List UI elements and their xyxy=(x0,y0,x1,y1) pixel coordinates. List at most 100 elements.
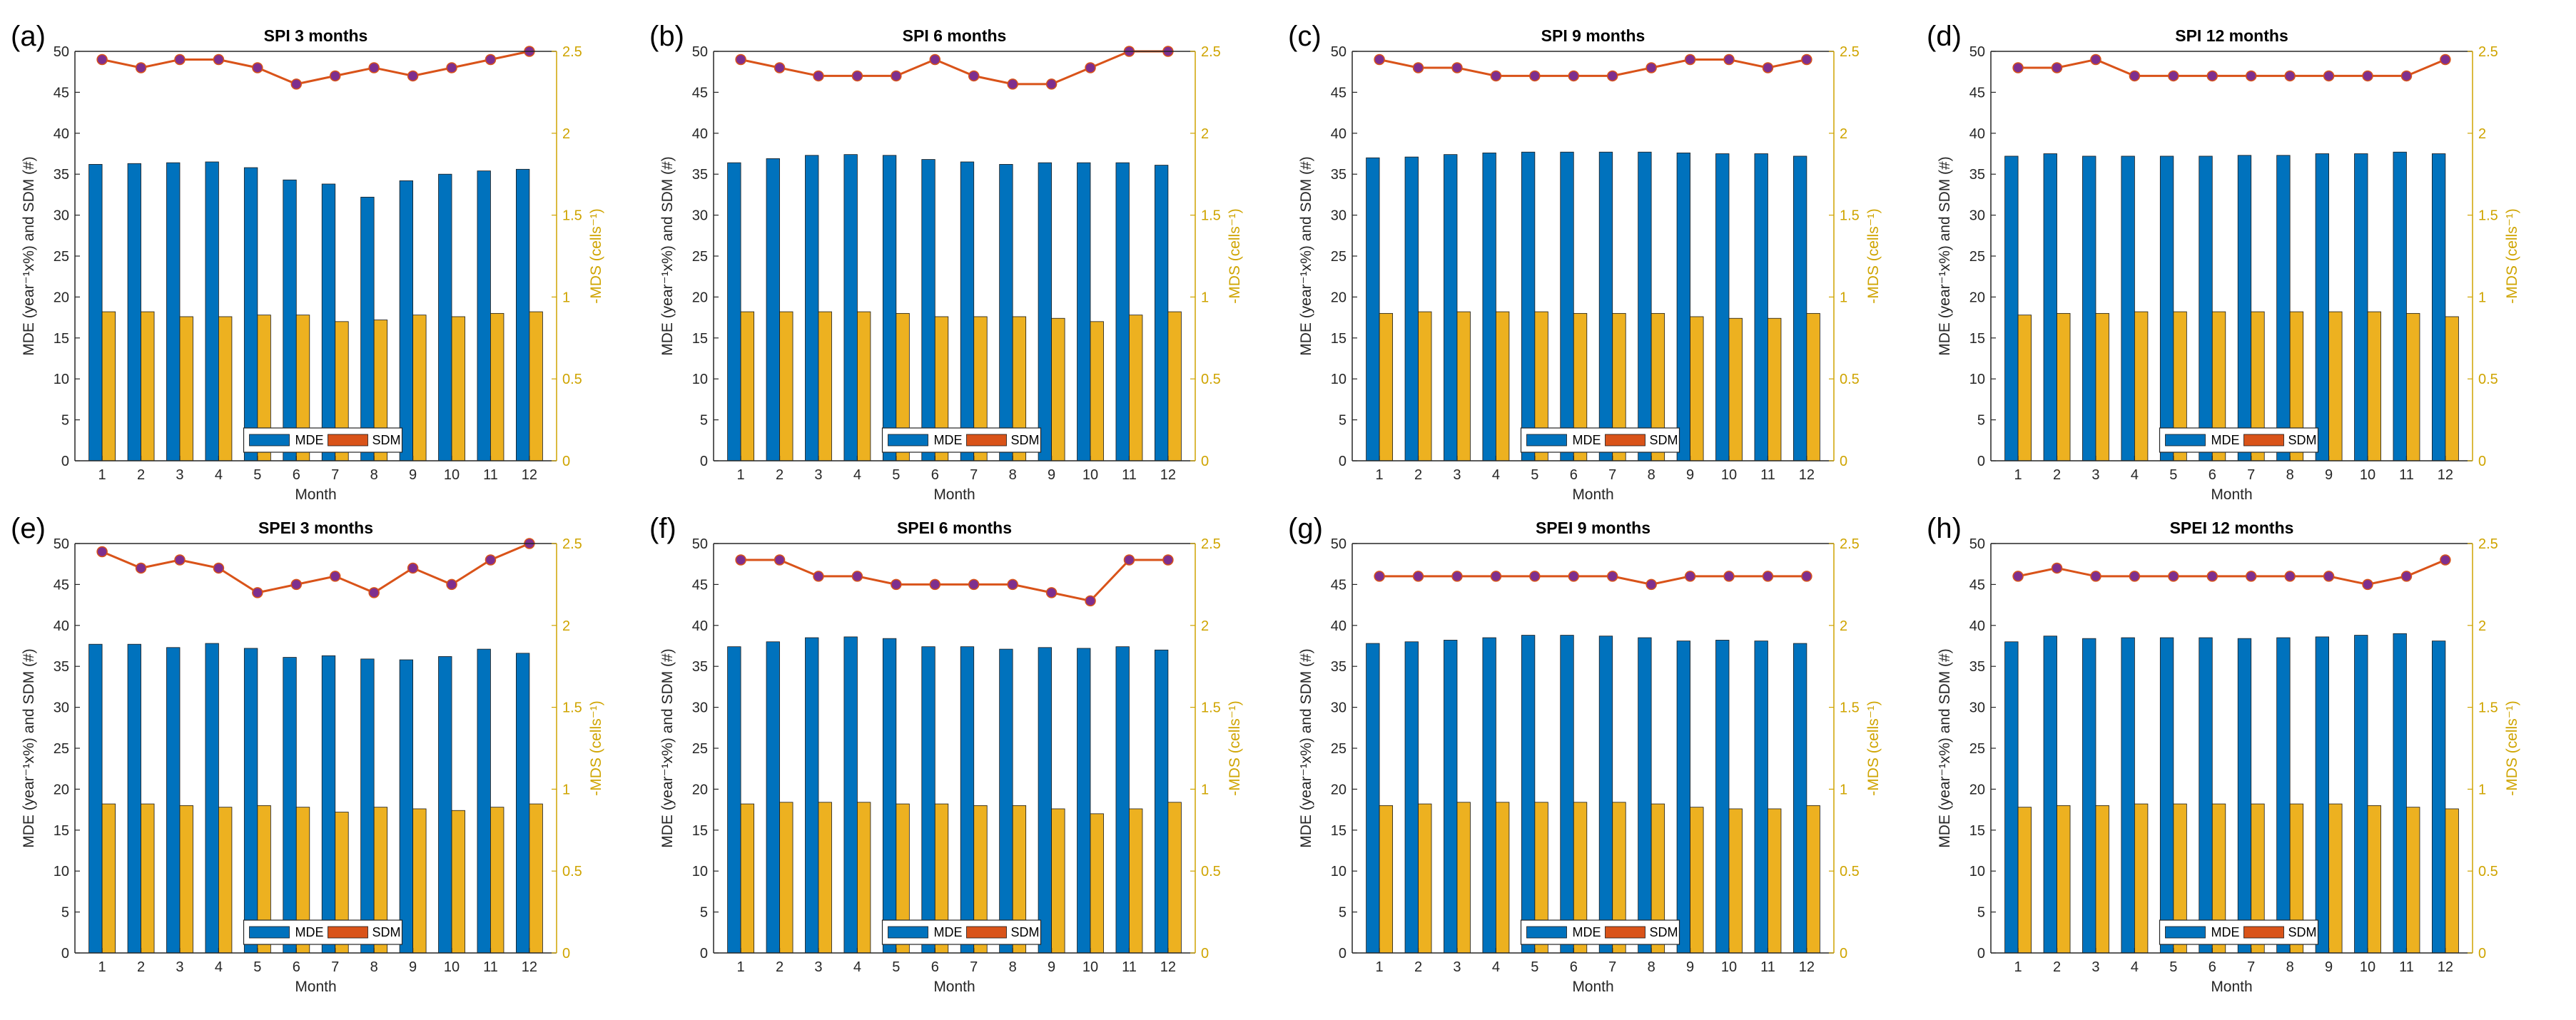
chart-title: SPEI 6 months xyxy=(897,519,1012,537)
mde-bar xyxy=(766,641,780,954)
y-tick-label-right: 1 xyxy=(562,782,570,797)
y-tick-label-left: 15 xyxy=(1331,331,1347,347)
sdm-point xyxy=(1123,554,1135,566)
mde-bar xyxy=(1038,162,1052,461)
sdm-point xyxy=(2206,70,2218,82)
mde-bar xyxy=(805,155,819,461)
y-tick-label-right: 1.5 xyxy=(1201,208,1221,224)
sdm-point xyxy=(929,578,941,591)
sdm-point xyxy=(2206,571,2218,582)
x-tick-label: 10 xyxy=(2360,467,2375,483)
x-tick-label: 4 xyxy=(1492,467,1500,483)
y-tick-label-right: 1 xyxy=(2478,782,2486,797)
y-tick-label-right: 0.5 xyxy=(2478,864,2498,879)
x-tick-label: 8 xyxy=(2286,467,2294,483)
x-tick-label: 7 xyxy=(331,467,339,483)
sdm-point xyxy=(329,70,341,82)
mde-bar xyxy=(2082,638,2096,954)
sdm-point xyxy=(813,70,824,82)
y-tick-label-left: 35 xyxy=(1331,167,1347,183)
y-tick-label-left: 0 xyxy=(1339,454,1347,469)
mde-bar xyxy=(88,643,103,954)
mds-bar xyxy=(179,805,193,954)
x-tick-label: 1 xyxy=(737,467,745,483)
y-tick-label-left: 45 xyxy=(1969,577,1985,593)
mds-bar xyxy=(1051,317,1065,461)
x-tick-label: 1 xyxy=(2014,467,2022,483)
x-tick-label: 4 xyxy=(1492,959,1500,975)
mds-bar xyxy=(740,311,755,461)
y-tick-label-left: 35 xyxy=(1969,167,1985,183)
x-tick-label: 2 xyxy=(137,959,145,975)
x-tick-label: 5 xyxy=(253,467,261,483)
x-axis-label: Month xyxy=(295,486,336,503)
chart-panel-2: 1 2 3 4 5 6 7 8 9 10 11 120510152025303540455000.51… xyxy=(649,21,1243,503)
y-tick-label-left: 5 xyxy=(61,413,69,429)
x-tick-label: 4 xyxy=(853,467,861,483)
mds-bar xyxy=(2367,311,2381,461)
y-tick-label-left: 5 xyxy=(700,413,708,429)
legend-swatch-sdm xyxy=(1605,926,1646,939)
x-tick-label: 7 xyxy=(1608,467,1616,483)
mde-bar xyxy=(2354,635,2368,954)
y-axis-label-right: -MDS (cells⁻¹) xyxy=(1227,208,1243,304)
mds-bar xyxy=(529,311,543,461)
mds-bar xyxy=(740,803,755,954)
mde-bar xyxy=(205,643,219,954)
sdm-point xyxy=(2323,571,2335,582)
y-tick-label-right: 0 xyxy=(562,946,570,962)
mds-bar xyxy=(2406,312,2420,461)
mds-bar xyxy=(141,803,155,954)
sdm-point xyxy=(813,571,824,582)
sdm-point xyxy=(1723,53,1735,66)
x-tick-label: 6 xyxy=(931,959,939,975)
mds-bar xyxy=(179,316,193,461)
sdm-point xyxy=(290,578,303,591)
sdm-point xyxy=(2440,554,2451,566)
y-tick-label-right: 0 xyxy=(1201,454,1209,469)
y-tick-label-right: 2.5 xyxy=(1840,44,1860,60)
mde-bar xyxy=(515,653,530,954)
y-tick-label-left: 10 xyxy=(54,864,69,879)
mds-bar xyxy=(818,311,832,461)
y-tick-label-left: 5 xyxy=(61,905,69,921)
x-tick-label: 2 xyxy=(2053,959,2061,975)
sdm-point xyxy=(96,53,108,66)
sdm-point xyxy=(774,62,786,73)
x-tick-label: 10 xyxy=(2360,959,2375,975)
mde-bar xyxy=(2393,151,2407,461)
mde-bar xyxy=(1638,637,1652,954)
x-tick-label: 6 xyxy=(931,467,939,483)
mde-bar xyxy=(2004,641,2019,954)
mde-bar xyxy=(243,648,258,954)
mds-bar xyxy=(2445,316,2459,461)
y-tick-label-right: 2.5 xyxy=(1840,536,1860,552)
x-tick-label: 8 xyxy=(1009,467,1017,483)
mds-bar xyxy=(1768,317,1782,461)
y-tick-label-left: 35 xyxy=(54,659,69,675)
mde-bar xyxy=(999,648,1013,954)
y-tick-label-left: 0 xyxy=(1977,946,1985,962)
sdm-point xyxy=(1085,595,1096,607)
sdm-point xyxy=(1606,571,1618,582)
x-tick-label: 4 xyxy=(215,467,223,483)
y-tick-label-left: 30 xyxy=(692,208,708,224)
mds-bar xyxy=(1090,813,1104,954)
sdm-point xyxy=(851,571,863,582)
mde-bar xyxy=(283,179,297,461)
sdm-point xyxy=(891,578,902,591)
y-tick-label-left: 0 xyxy=(61,454,69,469)
mde-bar xyxy=(2159,155,2174,461)
sdm-point xyxy=(2284,70,2296,82)
y-axis-label-right: -MDS (cells⁻¹) xyxy=(1227,700,1243,796)
mde-bar xyxy=(1521,151,1536,461)
x-axis-label: Month xyxy=(2211,486,2252,503)
y-tick-label-left: 50 xyxy=(1969,44,1985,60)
sdm-point xyxy=(1568,70,1580,82)
sdm-point xyxy=(1162,554,1174,566)
sdm-point xyxy=(891,70,902,82)
y-tick-label-left: 0 xyxy=(700,946,708,962)
x-tick-label: 8 xyxy=(1648,467,1655,483)
mde-bar xyxy=(2121,637,2135,954)
